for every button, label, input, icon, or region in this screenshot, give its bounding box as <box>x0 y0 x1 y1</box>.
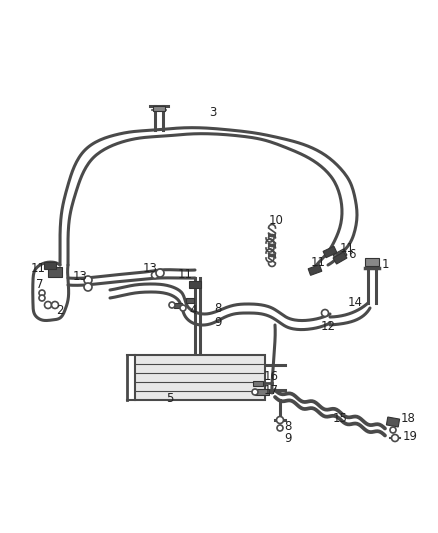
Text: 14: 14 <box>347 295 363 309</box>
Circle shape <box>252 389 258 395</box>
Bar <box>135 355 265 400</box>
Circle shape <box>39 290 45 296</box>
Bar <box>365 258 379 266</box>
Text: 18: 18 <box>401 411 415 424</box>
Circle shape <box>52 302 59 309</box>
Text: 15: 15 <box>332 411 347 424</box>
Text: 13: 13 <box>142 262 157 274</box>
Circle shape <box>169 302 175 308</box>
Text: 6: 6 <box>348 248 356 262</box>
Text: 11: 11 <box>177 269 192 281</box>
Bar <box>333 249 347 261</box>
Circle shape <box>277 425 283 431</box>
Text: 3: 3 <box>209 106 217 118</box>
Text: 4: 4 <box>189 303 197 317</box>
Circle shape <box>276 416 283 424</box>
Text: 8: 8 <box>284 421 292 433</box>
Text: 7: 7 <box>36 279 44 292</box>
Bar <box>386 417 399 427</box>
Text: 9: 9 <box>214 316 222 328</box>
Bar <box>174 303 182 308</box>
Bar <box>48 267 62 277</box>
Text: 12: 12 <box>321 319 336 333</box>
Text: 11: 11 <box>311 256 325 270</box>
Circle shape <box>84 276 92 284</box>
Text: 13: 13 <box>73 270 88 282</box>
Text: 8: 8 <box>214 302 222 314</box>
Text: 16: 16 <box>264 369 279 383</box>
Bar <box>189 280 201 287</box>
Circle shape <box>39 295 45 301</box>
Circle shape <box>337 252 343 258</box>
Text: 10: 10 <box>268 214 283 227</box>
Circle shape <box>390 427 396 433</box>
Circle shape <box>180 305 186 311</box>
Bar <box>333 252 347 264</box>
Text: 11: 11 <box>31 262 46 274</box>
Text: 1: 1 <box>381 259 389 271</box>
Bar <box>255 389 269 395</box>
Text: 19: 19 <box>403 431 417 443</box>
Circle shape <box>45 302 52 309</box>
Text: 9: 9 <box>284 432 292 445</box>
Text: 5: 5 <box>166 392 174 405</box>
Bar <box>153 106 165 110</box>
Text: 2: 2 <box>56 303 64 317</box>
Bar <box>308 265 322 276</box>
Bar <box>44 262 56 269</box>
Circle shape <box>152 271 159 279</box>
Bar <box>323 246 337 258</box>
Text: 11: 11 <box>339 241 354 254</box>
Circle shape <box>392 434 399 441</box>
Text: 17: 17 <box>264 384 279 397</box>
Bar <box>253 381 263 385</box>
Circle shape <box>84 283 92 291</box>
Circle shape <box>321 310 328 317</box>
Bar <box>186 297 194 303</box>
Circle shape <box>156 269 164 277</box>
